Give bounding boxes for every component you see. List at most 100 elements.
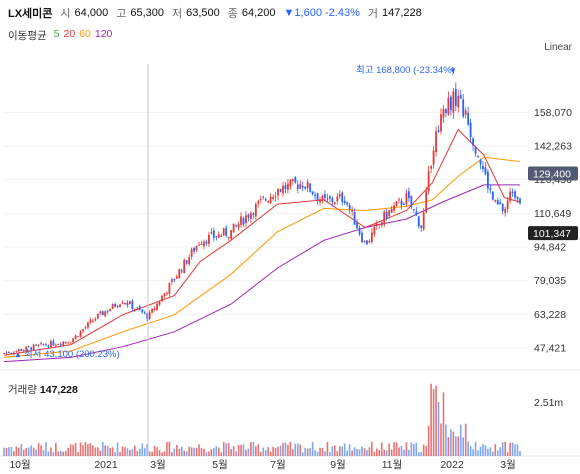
- candle-body: [368, 240, 371, 243]
- candle-body: [393, 205, 395, 211]
- ma-120-label: 120: [94, 28, 113, 40]
- volume-bar: [171, 452, 173, 456]
- y-tick-label: 47,421: [534, 342, 566, 354]
- candle-body: [457, 95, 460, 108]
- volume-bar: [371, 441, 373, 456]
- volume-bar: [5, 447, 8, 456]
- candle-body: [326, 198, 329, 200]
- volume-bar: [225, 443, 228, 456]
- volume-bar: [50, 447, 52, 456]
- volume-bar: [84, 441, 87, 456]
- candle-body: [217, 234, 220, 238]
- moving-average-legend[interactable]: 이동평균 5 20 60 120: [8, 28, 112, 43]
- volume-bar: [311, 442, 314, 456]
- candle-body: [287, 183, 289, 190]
- candle-body: [20, 349, 23, 351]
- volume-bar: [42, 450, 45, 456]
- candle-body: [3, 352, 5, 354]
- candle-body: [274, 196, 277, 198]
- y-tick-label: 158,070: [534, 107, 572, 119]
- volume-bar: [124, 447, 126, 456]
- candle-body: [119, 304, 121, 307]
- candle-body: [294, 176, 297, 183]
- volume-bar: [106, 445, 109, 456]
- candle-body: [474, 146, 477, 154]
- volume-bar: [435, 385, 437, 456]
- volume-title: 거래량 147,228: [8, 382, 78, 397]
- volume-bar: [193, 447, 195, 456]
- volume-bar: [20, 444, 23, 456]
- volume-bar: [415, 442, 418, 456]
- stock-name[interactable]: LX세미콘: [8, 8, 53, 20]
- volume-bar: [464, 423, 467, 456]
- candle-body: [64, 342, 67, 344]
- candle-body: [72, 338, 75, 342]
- candle-body: [343, 200, 346, 204]
- candle-body: [284, 184, 287, 190]
- y-tick-label: 110,649: [534, 208, 571, 220]
- candle-body: [77, 336, 79, 338]
- ma-60-line: [3, 156, 521, 358]
- candle-body: [27, 346, 30, 348]
- candle-body: [296, 184, 299, 190]
- current-price-badge: 129,400: [528, 166, 578, 181]
- axes: 47,42163,22879,03594,842110,649126,45614…: [9, 66, 578, 471]
- candle-body: [301, 185, 304, 188]
- candle-body: [519, 198, 521, 204]
- volume-bar: [306, 448, 309, 456]
- volume-bar: [413, 444, 415, 456]
- candle-body: [249, 212, 252, 219]
- volume-bar: [324, 451, 326, 456]
- volume-bar: [40, 445, 42, 456]
- volume-bar: [388, 443, 390, 456]
- candle-body: [198, 244, 200, 246]
- candle-body: [237, 224, 240, 228]
- candle-body: [447, 97, 450, 115]
- volume-bar: [366, 450, 368, 456]
- scale-mode-toggle[interactable]: Linear: [544, 42, 572, 53]
- volume-bar: [45, 442, 47, 456]
- candle-body: [383, 211, 386, 225]
- x-tick-label: 10월: [9, 459, 30, 471]
- y-tick-label: 142,263: [534, 141, 572, 153]
- volume-bar: [427, 425, 430, 456]
- candle-body: [459, 94, 462, 99]
- volume-bar: [104, 445, 107, 456]
- candle-body: [252, 213, 255, 216]
- volume-bar: [326, 441, 329, 456]
- candle-body: [516, 196, 519, 200]
- candle-body: [210, 232, 213, 234]
- candle-body: [333, 202, 336, 204]
- volume-label: 거: [367, 8, 378, 20]
- candle-body: [87, 322, 89, 328]
- volume-bar: [8, 446, 10, 456]
- volume-bar: [67, 448, 69, 456]
- candle-body: [400, 200, 403, 206]
- volume-bar: [504, 441, 506, 456]
- volume-bar: [232, 446, 235, 456]
- volume-bar: [74, 442, 77, 456]
- volume-bar: [447, 437, 450, 456]
- candle-body: [319, 199, 321, 203]
- volume-bar: [136, 450, 139, 456]
- volume-bar: [230, 449, 232, 456]
- volume-bar: [59, 450, 62, 456]
- candle-body: [484, 167, 487, 175]
- high-marker-icon: ▼: [449, 66, 457, 75]
- volume-bar: [514, 444, 516, 456]
- volume-bar: [111, 447, 114, 456]
- candle-body: [143, 312, 146, 314]
- candle-body: [148, 312, 151, 319]
- ma-price-badge: 101,347: [528, 226, 578, 241]
- candle-body: [289, 179, 292, 187]
- volume-bar: [422, 444, 425, 456]
- volume-bar: [30, 445, 32, 456]
- volume-bar: [400, 445, 403, 456]
- candle-body: [385, 211, 388, 219]
- volume-bar: [509, 442, 511, 456]
- candle-body: [183, 259, 186, 274]
- volume-bar: [97, 447, 99, 456]
- x-tick-label: 11월: [382, 459, 403, 471]
- volume-bar: [462, 437, 465, 456]
